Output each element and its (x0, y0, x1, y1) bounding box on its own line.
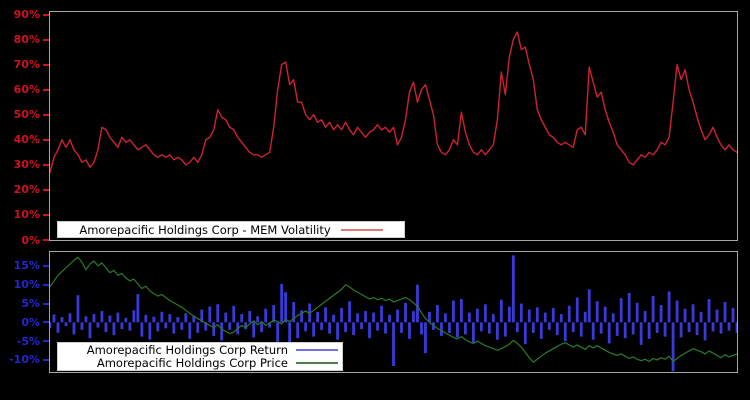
return-legend-line-sample (296, 349, 338, 351)
y-tick-label: 50% (13, 108, 40, 122)
y-tick-mark (43, 88, 49, 91)
y-tick-mark (43, 340, 49, 343)
y-tick-label: 5% (21, 297, 40, 311)
y-tick-label: 15% (13, 259, 40, 273)
price-legend-label: Amorepacific Holdings Corp Price (96, 356, 288, 370)
y-tick-label: 0% (21, 315, 40, 329)
y-tick-label: 90% (13, 8, 40, 21)
volatility-axes: Amorepacific Holdings Corp - MEM Volatil… (49, 11, 738, 241)
y-tick-label: 10% (13, 208, 40, 222)
y-tick-mark (43, 113, 49, 116)
price-legend-row: Amorepacific Holdings Corp Price (62, 357, 338, 369)
return-price-axes: Amorepacific Holdings Corp Return Amorep… (49, 251, 738, 373)
volatility-legend: Amorepacific Holdings Corp - MEM Volatil… (57, 221, 405, 238)
volatility-legend-line-sample (340, 228, 383, 231)
y-tick-label: 40% (13, 133, 40, 147)
y-tick-label: 80% (13, 33, 40, 47)
y-tick-label: -10% (9, 353, 40, 367)
y-tick-label: -5% (16, 334, 40, 348)
volatility-plot-area (50, 31, 737, 174)
return-legend-label: Amorepacific Holdings Corp Return (86, 343, 288, 357)
price-legend-line-sample (296, 362, 338, 364)
y-tick-mark (43, 163, 49, 166)
volatility-legend-label: Amorepacific Holdings Corp - MEM Volatil… (79, 222, 331, 237)
y-tick-mark (43, 13, 49, 16)
y-tick-mark (43, 302, 49, 305)
return-price-legend: Amorepacific Holdings Corp Return Amorep… (57, 342, 343, 371)
return-legend-row: Amorepacific Holdings Corp Return (62, 344, 338, 356)
y-tick-mark (43, 239, 49, 241)
y-tick-label: 70% (13, 58, 40, 72)
y-tick-mark (43, 213, 49, 216)
y-tick-label: 0% (21, 233, 40, 247)
y-tick-label: 20% (13, 183, 40, 197)
y-tick-mark (43, 264, 49, 267)
y-tick-mark (43, 38, 49, 41)
y-tick-mark (43, 138, 49, 141)
y-tick-mark (43, 358, 49, 361)
return-price-plot-area (50, 255, 737, 372)
y-tick-mark (43, 63, 49, 66)
y-tick-label: 60% (13, 83, 40, 97)
y-tick-label: 30% (13, 158, 40, 172)
y-tick-mark (43, 321, 49, 324)
y-tick-label: 10% (13, 278, 40, 292)
y-tick-mark (43, 188, 49, 191)
y-tick-mark (43, 283, 49, 286)
